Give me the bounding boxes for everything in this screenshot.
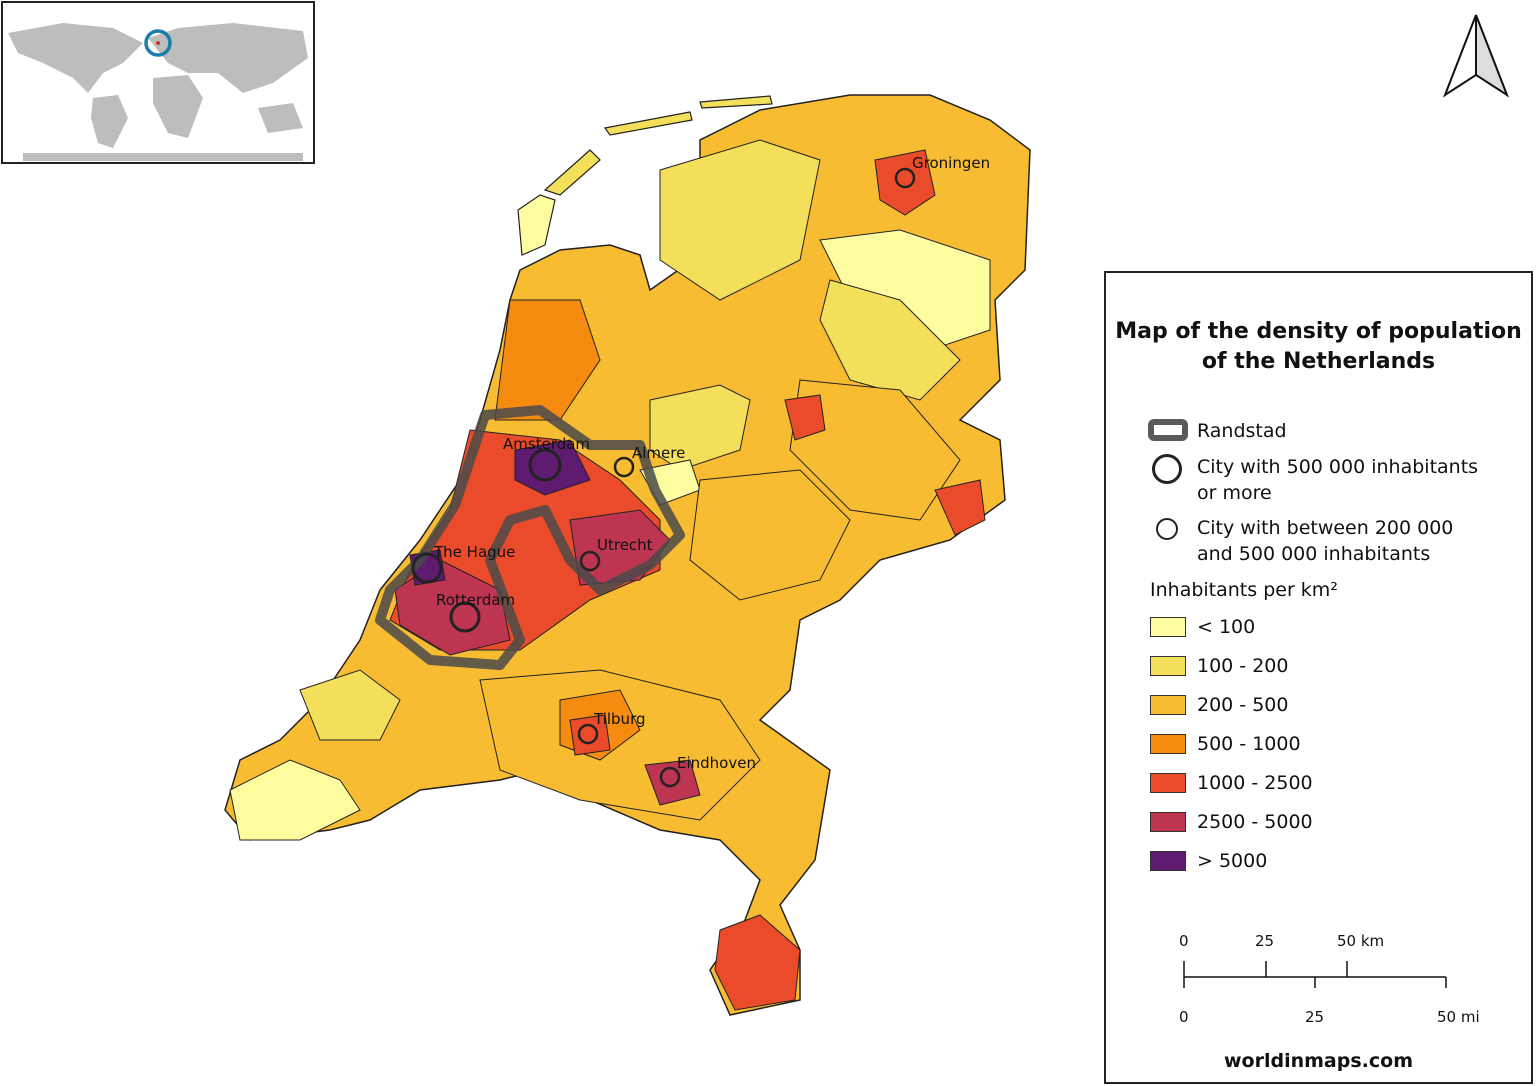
region-zeeland	[229, 759, 361, 841]
legend-title-line1: Map of the density of population	[1115, 319, 1522, 344]
legend-swatch-2500-5000	[1150, 812, 1186, 832]
legend-swatch-100-200	[1150, 656, 1186, 676]
city-label-amsterdam: Amsterdam	[503, 435, 590, 453]
scale-mi-50: 50 mi	[1437, 1008, 1480, 1026]
city-label-almere: Almere	[632, 444, 685, 462]
city-label-rotterdam: Rotterdam	[436, 591, 515, 609]
wadden-island-terschelling	[603, 111, 693, 136]
city-marker-almere	[613, 456, 635, 478]
randstad-symbol-icon	[1148, 419, 1188, 441]
legend-class-label: 2500 - 5000	[1197, 811, 1313, 833]
legend-large-city-line2: or more	[1197, 482, 1272, 504]
legend-medium-city-line1: City with between 200 000	[1197, 517, 1454, 539]
legend-class-label: > 5000	[1197, 850, 1268, 872]
randstad-outline	[375, 405, 685, 670]
city-groningen: Groningen	[894, 154, 990, 189]
scale-bar-graphic	[1183, 961, 1447, 988]
legend-class-label: 200 - 500	[1197, 694, 1289, 716]
legend-class-label: < 100	[1197, 616, 1256, 638]
wadden-island-vlieland	[543, 149, 601, 196]
wadden-island-ameland	[699, 95, 773, 109]
legend-title: Map of the density of population of the …	[1106, 317, 1531, 377]
legend-panel: Map of the density of population of the …	[1104, 271, 1533, 1084]
city-rotterdam: Rotterdam	[436, 591, 515, 633]
region-gelderland	[689, 469, 851, 601]
region-overijssel	[789, 379, 961, 521]
city-label-utrecht: Utrecht	[597, 536, 653, 554]
legend-class-label: 500 - 1000	[1197, 733, 1301, 755]
scale-km-25: 25	[1255, 932, 1275, 950]
legend-randstad-label: Randstad	[1197, 420, 1287, 442]
city-utrecht: Utrecht	[579, 536, 653, 572]
legend-title-line2: of the Netherlands	[1201, 349, 1436, 374]
region-limburg-south	[714, 914, 801, 1011]
city-marker-the-hague	[411, 552, 443, 584]
city-label-eindhoven: Eindhoven	[677, 754, 756, 772]
region-tilburg	[569, 714, 611, 756]
scale-mi-0: 0	[1179, 1008, 1189, 1026]
scale-mi-25: 25	[1305, 1008, 1325, 1026]
city-amsterdam: Amsterdam	[503, 435, 590, 482]
footer-credit: worldinmaps.com	[1224, 1050, 1413, 1072]
legend-swatch-200-500	[1150, 695, 1186, 715]
city-label-the-hague: The Hague	[433, 543, 515, 561]
region-zwolle	[784, 394, 826, 441]
city-marker-tilburg	[577, 723, 599, 745]
city-marker-amsterdam	[528, 448, 562, 482]
region-groningen-city	[874, 149, 936, 216]
legend-large-city-line1: City with 500 000 inhabitants	[1197, 456, 1479, 478]
city-marker-eindhoven	[659, 766, 681, 788]
inset-world-map	[1, 1, 315, 164]
region-friesland	[659, 139, 821, 301]
city-marker-rotterdam	[449, 601, 481, 633]
inset-highlight-marker	[144, 29, 172, 57]
cities-layer: Groningen Amsterdam Almere The Hague Utr…	[411, 154, 990, 788]
region-enschede	[934, 479, 986, 536]
region-noord-holland	[494, 299, 601, 421]
legend-density-heading: Inhabitants per km²	[1150, 579, 1338, 601]
legend-swatch-1000-2500	[1150, 773, 1186, 793]
region-zeeland-2	[299, 669, 401, 741]
city-the-hague: The Hague	[411, 543, 515, 584]
legend-class-label: 1000 - 2500	[1197, 772, 1313, 794]
legend-swatch-500-1000	[1150, 734, 1186, 754]
city-almere: Almere	[613, 444, 685, 478]
north-arrow-icon	[1442, 14, 1510, 98]
city-label-groningen: Groningen	[912, 154, 990, 172]
randstad-ring	[375, 405, 685, 670]
scale-km-50: 50 km	[1337, 932, 1385, 950]
scale-km-0: 0	[1179, 932, 1189, 950]
medium-city-symbol-icon	[1156, 518, 1178, 540]
legend-swatch-gt5000	[1150, 851, 1186, 871]
legend-swatch-lt100	[1150, 617, 1186, 637]
city-tilburg: Tilburg	[577, 710, 646, 745]
world-map-icon	[8, 23, 308, 161]
legend-class-label: 100 - 200	[1197, 655, 1289, 677]
region-eindhoven	[644, 759, 701, 806]
city-marker-groningen	[894, 167, 916, 189]
large-city-symbol-icon	[1152, 454, 1182, 484]
region-flevoland	[649, 384, 751, 471]
legend-medium-city-line2: and 500 000 inhabitants	[1197, 543, 1431, 565]
city-eindhoven: Eindhoven	[659, 754, 756, 788]
city-marker-utrecht	[579, 550, 601, 572]
city-label-tilburg: Tilburg	[593, 710, 646, 728]
region-drenthe	[819, 279, 961, 401]
wadden-island-texel	[517, 194, 556, 256]
